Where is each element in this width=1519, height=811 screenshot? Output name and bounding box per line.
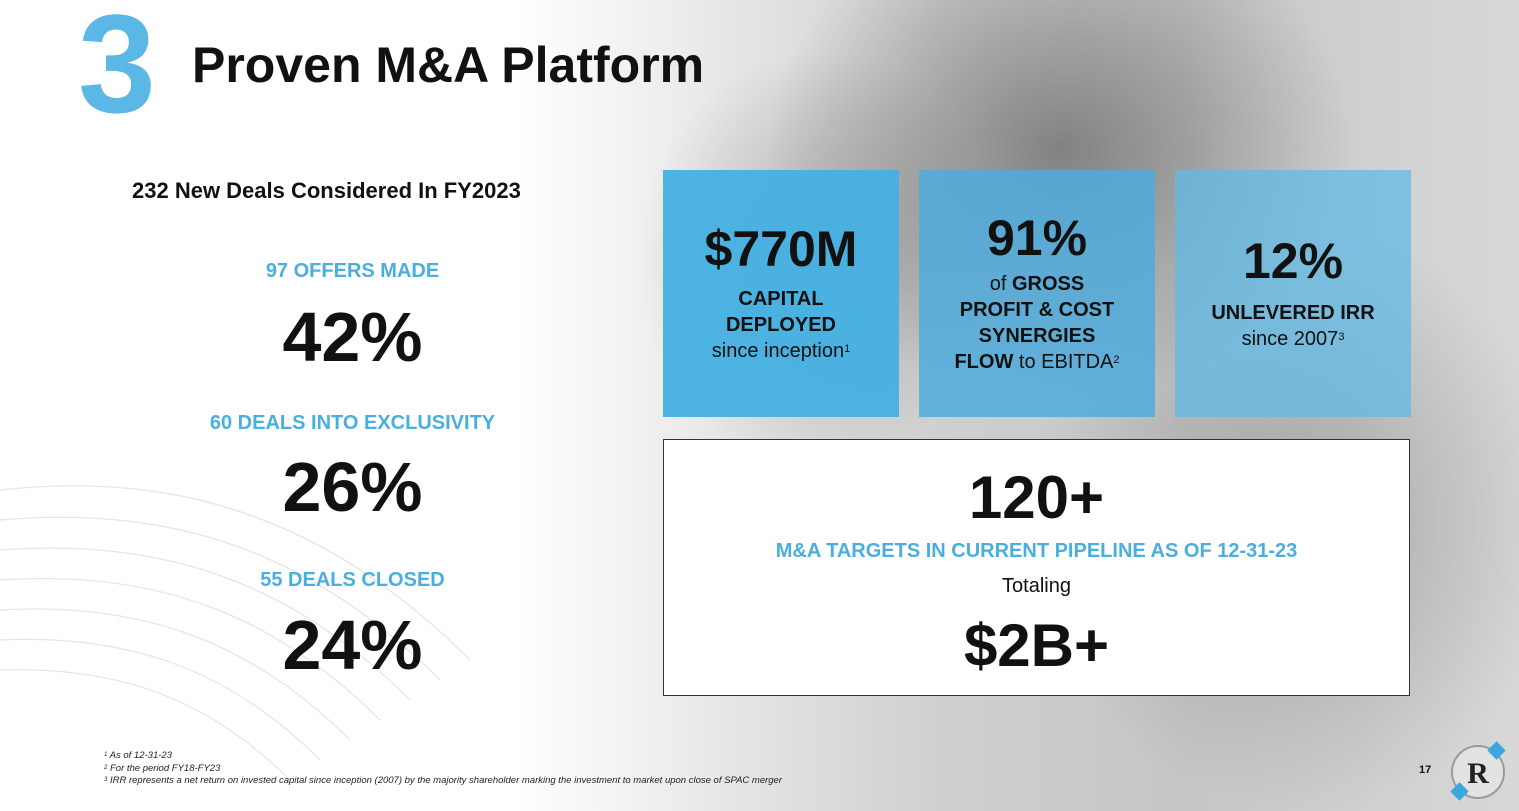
deals-considered-heading: 232 New Deals Considered In FY2023 xyxy=(132,178,521,203)
pipeline-sub: Totaling xyxy=(1002,575,1071,597)
footnote-3: 3 IRR represents a net return on investe… xyxy=(104,775,783,786)
exclusivity-percent: 26% xyxy=(282,448,423,526)
exclusivity-label: 60 DEALS INTO EXCLUSIVITY xyxy=(209,412,496,434)
irr-card: 12% UNLEVERED IRR since 20073 xyxy=(1175,170,1411,417)
irr-value: 12% xyxy=(1242,232,1344,289)
section-number: 3 xyxy=(78,0,156,142)
pipeline-card: 120+ M&A TARGETS IN CURRENT PIPELINE AS … xyxy=(663,439,1410,696)
capital-deployed-card: $770M CAPITAL DEPLOYED since inception1 xyxy=(663,170,899,417)
irr-line1: UNLEVERED IRR xyxy=(1211,301,1375,324)
offers-made-label: 97 OFFERS MADE xyxy=(265,260,440,282)
synergies-line4: FLOW to EBITDA2 xyxy=(954,350,1120,373)
deals-closed-percent: 24% xyxy=(282,606,423,684)
capital-line3: since inception1 xyxy=(711,339,851,362)
footnote-1: 1 As of 12-31-23 xyxy=(104,750,172,761)
page-title: Proven M&A Platform xyxy=(192,37,705,93)
page-number: 17 xyxy=(1419,764,1432,776)
capital-line1: CAPITAL xyxy=(738,287,824,310)
synergies-line3: SYNERGIES xyxy=(978,324,1096,347)
irr-line2: since 20073 xyxy=(1241,327,1345,350)
capital-value: $770M xyxy=(704,220,858,277)
footnote-2: 2 For the period FY18-FY23 xyxy=(104,762,221,774)
synergies-line1: of GROSS xyxy=(989,272,1085,295)
synergies-value: 91% xyxy=(986,209,1088,266)
synergies-line2: PROFIT & COST xyxy=(959,298,1115,321)
pipeline-label: M&A TARGETS IN CURRENT PIPELINE AS OF 12… xyxy=(775,540,1298,562)
footnotes: 1 As of 12-31-23 2 For the period FY18-F… xyxy=(104,750,782,788)
background-arcs xyxy=(0,485,471,781)
pipeline-value: 120+ xyxy=(968,464,1105,531)
svg-text:R: R xyxy=(1467,757,1489,790)
capital-line2: DEPLOYED xyxy=(725,313,837,336)
pipeline-total: $2B+ xyxy=(963,612,1110,679)
deals-closed-label: 55 DEALS CLOSED xyxy=(260,569,445,591)
offers-made-percent: 42% xyxy=(282,298,423,376)
company-logo-icon: R xyxy=(1450,741,1506,801)
synergies-card: 91% of GROSS PROFIT & COST SYNERGIES FLO… xyxy=(919,170,1155,417)
